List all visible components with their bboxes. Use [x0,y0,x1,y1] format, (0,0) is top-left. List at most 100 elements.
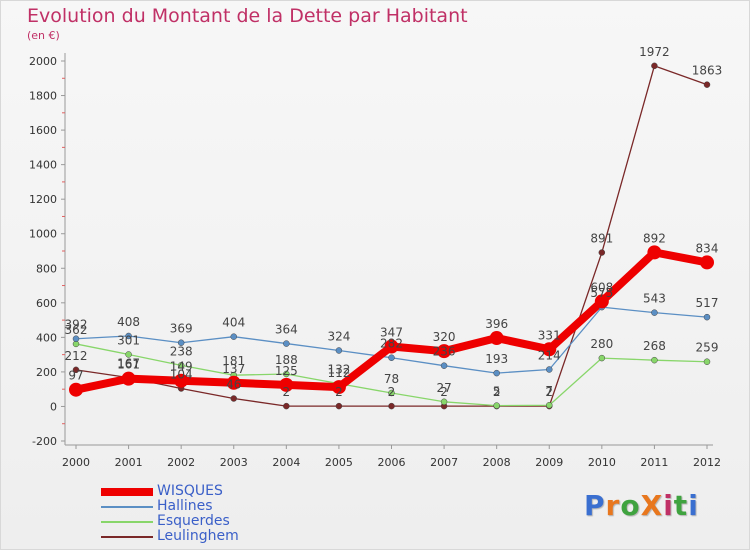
data-label-leulinghem: 2 [283,385,291,399]
data-label-esquerdes: 188 [275,353,298,367]
data-point-wisques [174,373,189,388]
data-point-hallines [493,369,500,377]
data-label-esquerdes: 181 [222,354,245,368]
data-point-wisques [121,371,136,386]
data-label-wisques: 320 [433,330,456,344]
y-tick-label: 800 [36,262,57,275]
x-tick-label: 2001 [115,456,143,469]
data-label-wisques: 125 [275,364,298,378]
data-point-hallines [440,362,448,369]
chart-axes: -200 0 200 400 600 800 1000 1200 1400 1600 1800 200… [29,53,721,469]
legend-label: WISQUES [157,483,223,499]
data-point-esquerdes [651,356,658,364]
legend-swatch [101,506,153,508]
logo-letter: i [663,489,674,522]
x-tick-label: 2003 [220,456,248,469]
y-tick-label: 200 [36,366,57,379]
data-label-hallines: 408 [117,315,140,329]
data-label-hallines: 236 [433,345,456,359]
data-point-esquerdes [598,354,606,362]
data-point-wisques [279,377,294,392]
data-point-wisques [437,344,452,359]
data-point-wisques [69,382,83,397]
data-point-hallines [703,313,711,321]
data-label-leulinghem: 1972 [639,45,670,59]
data-label-leulinghem: 2 [335,385,343,399]
logo-letter: t [673,489,689,522]
data-label-esquerdes: 268 [643,339,666,353]
data-label-hallines: 369 [170,322,193,336]
x-tick-label: 2011 [640,456,668,469]
data-point-wisques [226,375,241,390]
data-label-wisques: 892 [643,231,666,245]
x-tick-label: 2002 [167,456,195,469]
data-point-hallines [546,366,553,373]
data-label-wisques: 396 [485,317,508,331]
x-tick-label: 2005 [325,456,353,469]
data-point-hallines [177,339,185,346]
data-point-hallines [388,354,395,361]
data-label-esquerdes: 280 [590,337,613,351]
data-label-esquerdes: 362 [65,323,88,337]
data-label-wisques: 149 [170,360,193,374]
data-label-hallines: 392 [65,318,88,332]
data-point-hallines [651,309,658,316]
chart-title: Evolution du Montant de la Dette par Hab… [27,5,468,27]
data-label-hallines: 517 [696,296,719,310]
x-tick-label: 2010 [588,456,616,469]
logo-letter: P [584,489,606,522]
data-label-esquerdes: 132 [327,363,350,377]
data-label-esquerdes: 78 [384,372,399,386]
data-point-wisques [489,331,504,346]
data-point-esquerdes [125,351,132,358]
data-point-leulinghem [651,62,658,70]
legend-swatch [101,488,153,496]
data-point-wisques [700,255,714,270]
data-label-esquerdes: 301 [117,333,140,347]
x-tick-label: 2009 [535,456,563,469]
data-label-hallines: 364 [275,323,298,337]
data-label-esquerdes: 259 [696,341,719,355]
data-label-leulinghem: 2 [493,385,501,399]
data-point-leulinghem [283,402,290,410]
y-tick-label: -200 [32,435,57,448]
data-label-hallines: 324 [327,329,350,343]
y-tick-label: 1000 [29,228,57,241]
y-tick-label: 400 [36,331,57,344]
chart-unit-label: (en €) [27,29,60,42]
data-label-hallines: 214 [538,348,561,362]
data-label-wisques: 97 [68,369,83,383]
data-point-wisques [594,294,609,309]
legend-label: Esquerdes [157,513,230,529]
y-tick-label: 0 [50,400,57,413]
y-tick-label: 1800 [29,90,57,103]
data-label-esquerdes: 5 [493,385,501,399]
data-point-leulinghem [703,81,711,88]
data-label-leulinghem: 2 [440,385,448,399]
data-point-leulinghem [388,402,395,410]
data-point-leulinghem [598,249,606,256]
y-tick-label: 1600 [29,124,57,137]
x-tick-label: 2008 [483,456,511,469]
data-labels: 212 167 104 46 2 2 2 2 2 2 891 1972 1863 362 301 238 181… [65,45,723,399]
legend-swatch [101,536,153,538]
data-label-leulinghem: 1863 [692,64,723,78]
data-label-leulinghem: 167 [117,357,140,371]
data-point-wisques [647,245,662,260]
legend-label: Leulinghem [157,528,239,544]
data-label-hallines: 404 [222,316,245,330]
data-point-esquerdes [388,389,395,397]
x-tick-label: 2000 [62,456,90,469]
data-label-leulinghem: 104 [170,367,193,381]
data-point-wisques [384,339,399,354]
data-label-wisques: 608 [590,280,613,294]
data-label-hallines: 575 [590,286,613,300]
logo-letter: i [688,489,699,522]
data-label-hallines: 543 [643,292,666,306]
data-label-wisques: 347 [380,326,403,340]
data-label-leulinghem: 2 [388,385,396,399]
legend-swatch [101,521,153,523]
data-label-wisques: 834 [696,241,719,255]
data-point-leulinghem [72,366,80,374]
